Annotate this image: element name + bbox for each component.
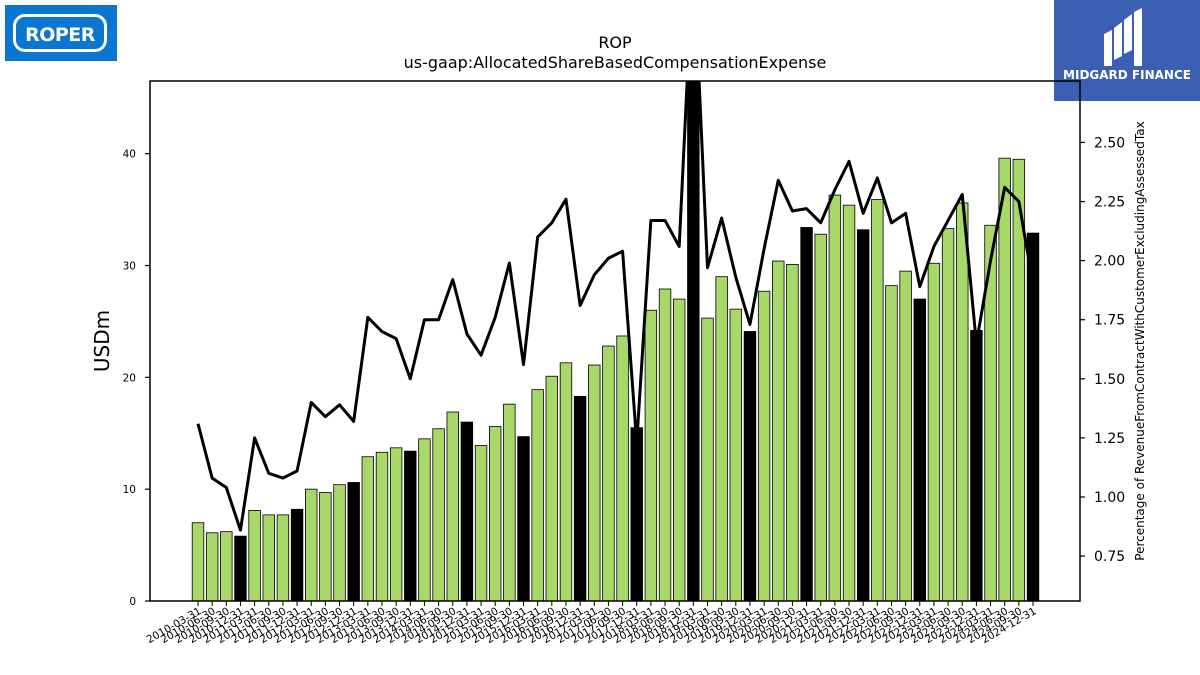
bar	[786, 263, 799, 601]
y-tick-label: 10	[123, 484, 136, 496]
bar	[927, 262, 941, 601]
bar	[602, 345, 615, 601]
bar	[333, 484, 346, 601]
y-tick-label: 40	[123, 149, 136, 161]
bar-series	[191, 81, 1040, 601]
percentage-line	[196, 81, 1035, 532]
y2-tick-label: 1.75	[1094, 313, 1125, 329]
bar	[885, 285, 898, 601]
bar	[970, 329, 983, 601]
y2-tick-label: 0.75	[1094, 549, 1125, 565]
chart-subtitle: us-gaap:AllocatedShareBasedCompensationE…	[404, 53, 827, 72]
bar	[899, 270, 912, 601]
bar	[715, 276, 728, 601]
bar	[446, 411, 459, 601]
bar	[375, 451, 389, 601]
bar	[432, 428, 445, 601]
roper-logo: ROPER	[5, 5, 117, 61]
bar	[913, 298, 926, 601]
bar	[545, 375, 559, 601]
bar	[1012, 158, 1026, 601]
bar	[517, 436, 530, 601]
bar	[488, 426, 502, 601]
bar	[814, 233, 827, 601]
y2-tick-label: 1.50	[1094, 372, 1125, 388]
bar	[828, 194, 842, 601]
bar	[361, 456, 375, 601]
bar	[220, 531, 233, 601]
bar	[290, 508, 304, 601]
bar	[658, 288, 672, 601]
bar	[1026, 232, 1040, 601]
bar	[248, 510, 261, 601]
left-axis: 0 10 20 30 40	[123, 149, 150, 608]
midgard-finance-logo: MIDGARD FINANCE	[1054, 0, 1200, 101]
bar	[772, 260, 785, 601]
bar	[460, 421, 474, 601]
bar	[389, 447, 403, 601]
bar	[531, 389, 544, 601]
bar	[559, 362, 573, 601]
bar	[672, 298, 686, 601]
roper-logo-text: ROPER	[25, 24, 95, 46]
bar	[191, 522, 205, 601]
x-axis: 2010-03-312010-06-302010-09-302010-12-31…	[145, 601, 1039, 646]
bar	[418, 438, 431, 601]
y-axis-label: USDm	[90, 310, 114, 372]
bar	[503, 403, 516, 601]
y2-tick-label: 1.00	[1094, 490, 1125, 506]
bar	[319, 492, 332, 601]
bar	[800, 227, 813, 601]
bar	[701, 317, 714, 601]
bar	[941, 228, 955, 601]
bar	[630, 427, 643, 601]
bar	[262, 514, 275, 601]
bar	[871, 199, 884, 601]
y-tick-label: 0	[129, 596, 136, 608]
bar	[404, 450, 417, 601]
y2-tick-label: 2.00	[1094, 254, 1125, 270]
bar	[842, 204, 856, 601]
bar	[588, 364, 601, 601]
bar	[305, 488, 318, 601]
bar	[956, 202, 969, 601]
bar	[474, 445, 488, 601]
bar	[729, 308, 743, 601]
line-series	[196, 81, 1035, 532]
bar	[757, 290, 771, 601]
bar	[205, 532, 219, 601]
y2-axis-label: Percentage of RevenueFromContractWithCus…	[1133, 121, 1147, 560]
bar	[687, 81, 700, 601]
bar	[644, 309, 658, 601]
bar	[276, 514, 290, 601]
bar	[616, 335, 629, 601]
roper-logo-frame: ROPER	[13, 14, 107, 52]
bar	[998, 157, 1011, 601]
bar	[234, 535, 247, 601]
chart-title: ROP	[598, 33, 632, 52]
y-tick-label: 20	[123, 372, 136, 384]
bar	[347, 482, 360, 601]
y-tick-label: 30	[123, 261, 136, 273]
bar	[743, 331, 757, 601]
midgard-logo-text: MIDGARD FINANCE	[1063, 68, 1191, 82]
bar	[856, 229, 870, 601]
right-axis: 0.75 1.00 1.25 1.50 1.75 2.00 2.25 2.50	[1080, 135, 1125, 565]
bar	[573, 395, 587, 601]
y2-tick-label: 2.50	[1094, 135, 1125, 151]
y2-tick-label: 2.25	[1094, 195, 1125, 211]
y2-tick-label: 1.25	[1094, 431, 1125, 447]
plot-frame	[149, 80, 1081, 602]
midgard-emblem-icon	[1104, 8, 1142, 66]
